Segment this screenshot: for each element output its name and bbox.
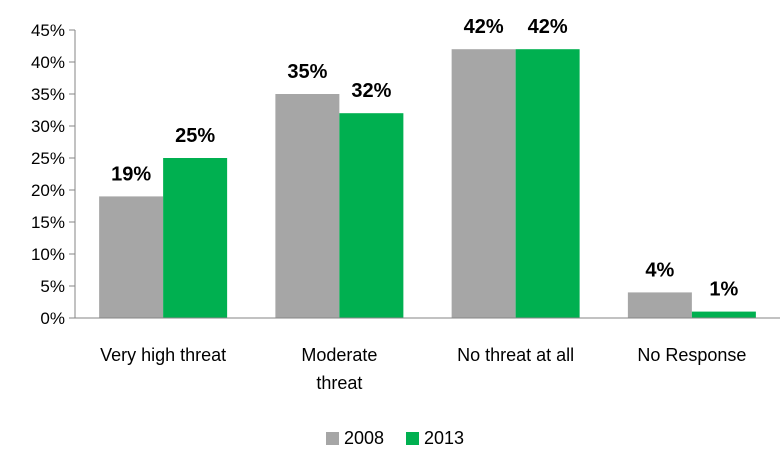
bar-2013-0 (163, 158, 228, 318)
y-axis-ticks: 0% 5% 10% 15% 20% 25% 30% 35% 40% 45% (31, 21, 75, 328)
y-tick-label: 15% (31, 213, 65, 232)
category-label-0: Very high threat (100, 345, 226, 365)
bar-2013-1 (339, 113, 404, 318)
x-axis-category-labels: Very high threat Moderate threat No threat … (100, 345, 746, 393)
axes (74, 30, 780, 319)
bar-2008-3 (627, 292, 692, 318)
y-tick-label: 35% (31, 85, 65, 104)
data-label-2008-1: 35% (287, 61, 327, 83)
y-tick-label: 30% (31, 117, 65, 136)
data-label-2013-3: 1% (709, 279, 738, 301)
category-label-3: No Response (637, 345, 746, 365)
data-label-2008-3: 4% (645, 259, 674, 281)
data-labels: 19% 25% 35% 32% 42% 42% 4% 1% (111, 16, 738, 300)
y-tick-label: 40% (31, 53, 65, 72)
legend-label-2008: 2008 (344, 428, 384, 448)
category-label-1: Moderate (301, 345, 377, 365)
y-tick-label: 25% (31, 149, 65, 168)
y-tick-label: 10% (31, 245, 65, 264)
bar-2008-2 (451, 49, 516, 318)
bar-2013-2 (515, 49, 580, 318)
y-tick-label: 20% (31, 181, 65, 200)
bar-2008-0 (99, 196, 164, 318)
category-label-1: threat (316, 373, 362, 393)
legend: 2008 2013 (326, 428, 464, 448)
legend-label-2013: 2013 (424, 428, 464, 448)
data-label-2008-0: 19% (111, 163, 151, 185)
y-tick-label: 0% (40, 309, 65, 328)
bar-2013-3 (691, 311, 756, 318)
data-label-2013-1: 32% (351, 80, 391, 102)
y-tick-label: 5% (40, 277, 65, 296)
data-label-2008-2: 42% (464, 16, 504, 38)
data-label-2013-0: 25% (175, 125, 215, 147)
bar-2008-1 (275, 94, 340, 318)
legend-swatch-2008 (326, 432, 339, 445)
category-label-2: No threat at all (457, 345, 574, 365)
legend-swatch-2013 (406, 432, 419, 445)
bars (99, 49, 756, 318)
data-label-2013-2: 42% (528, 16, 568, 38)
y-tick-label: 45% (31, 21, 65, 40)
